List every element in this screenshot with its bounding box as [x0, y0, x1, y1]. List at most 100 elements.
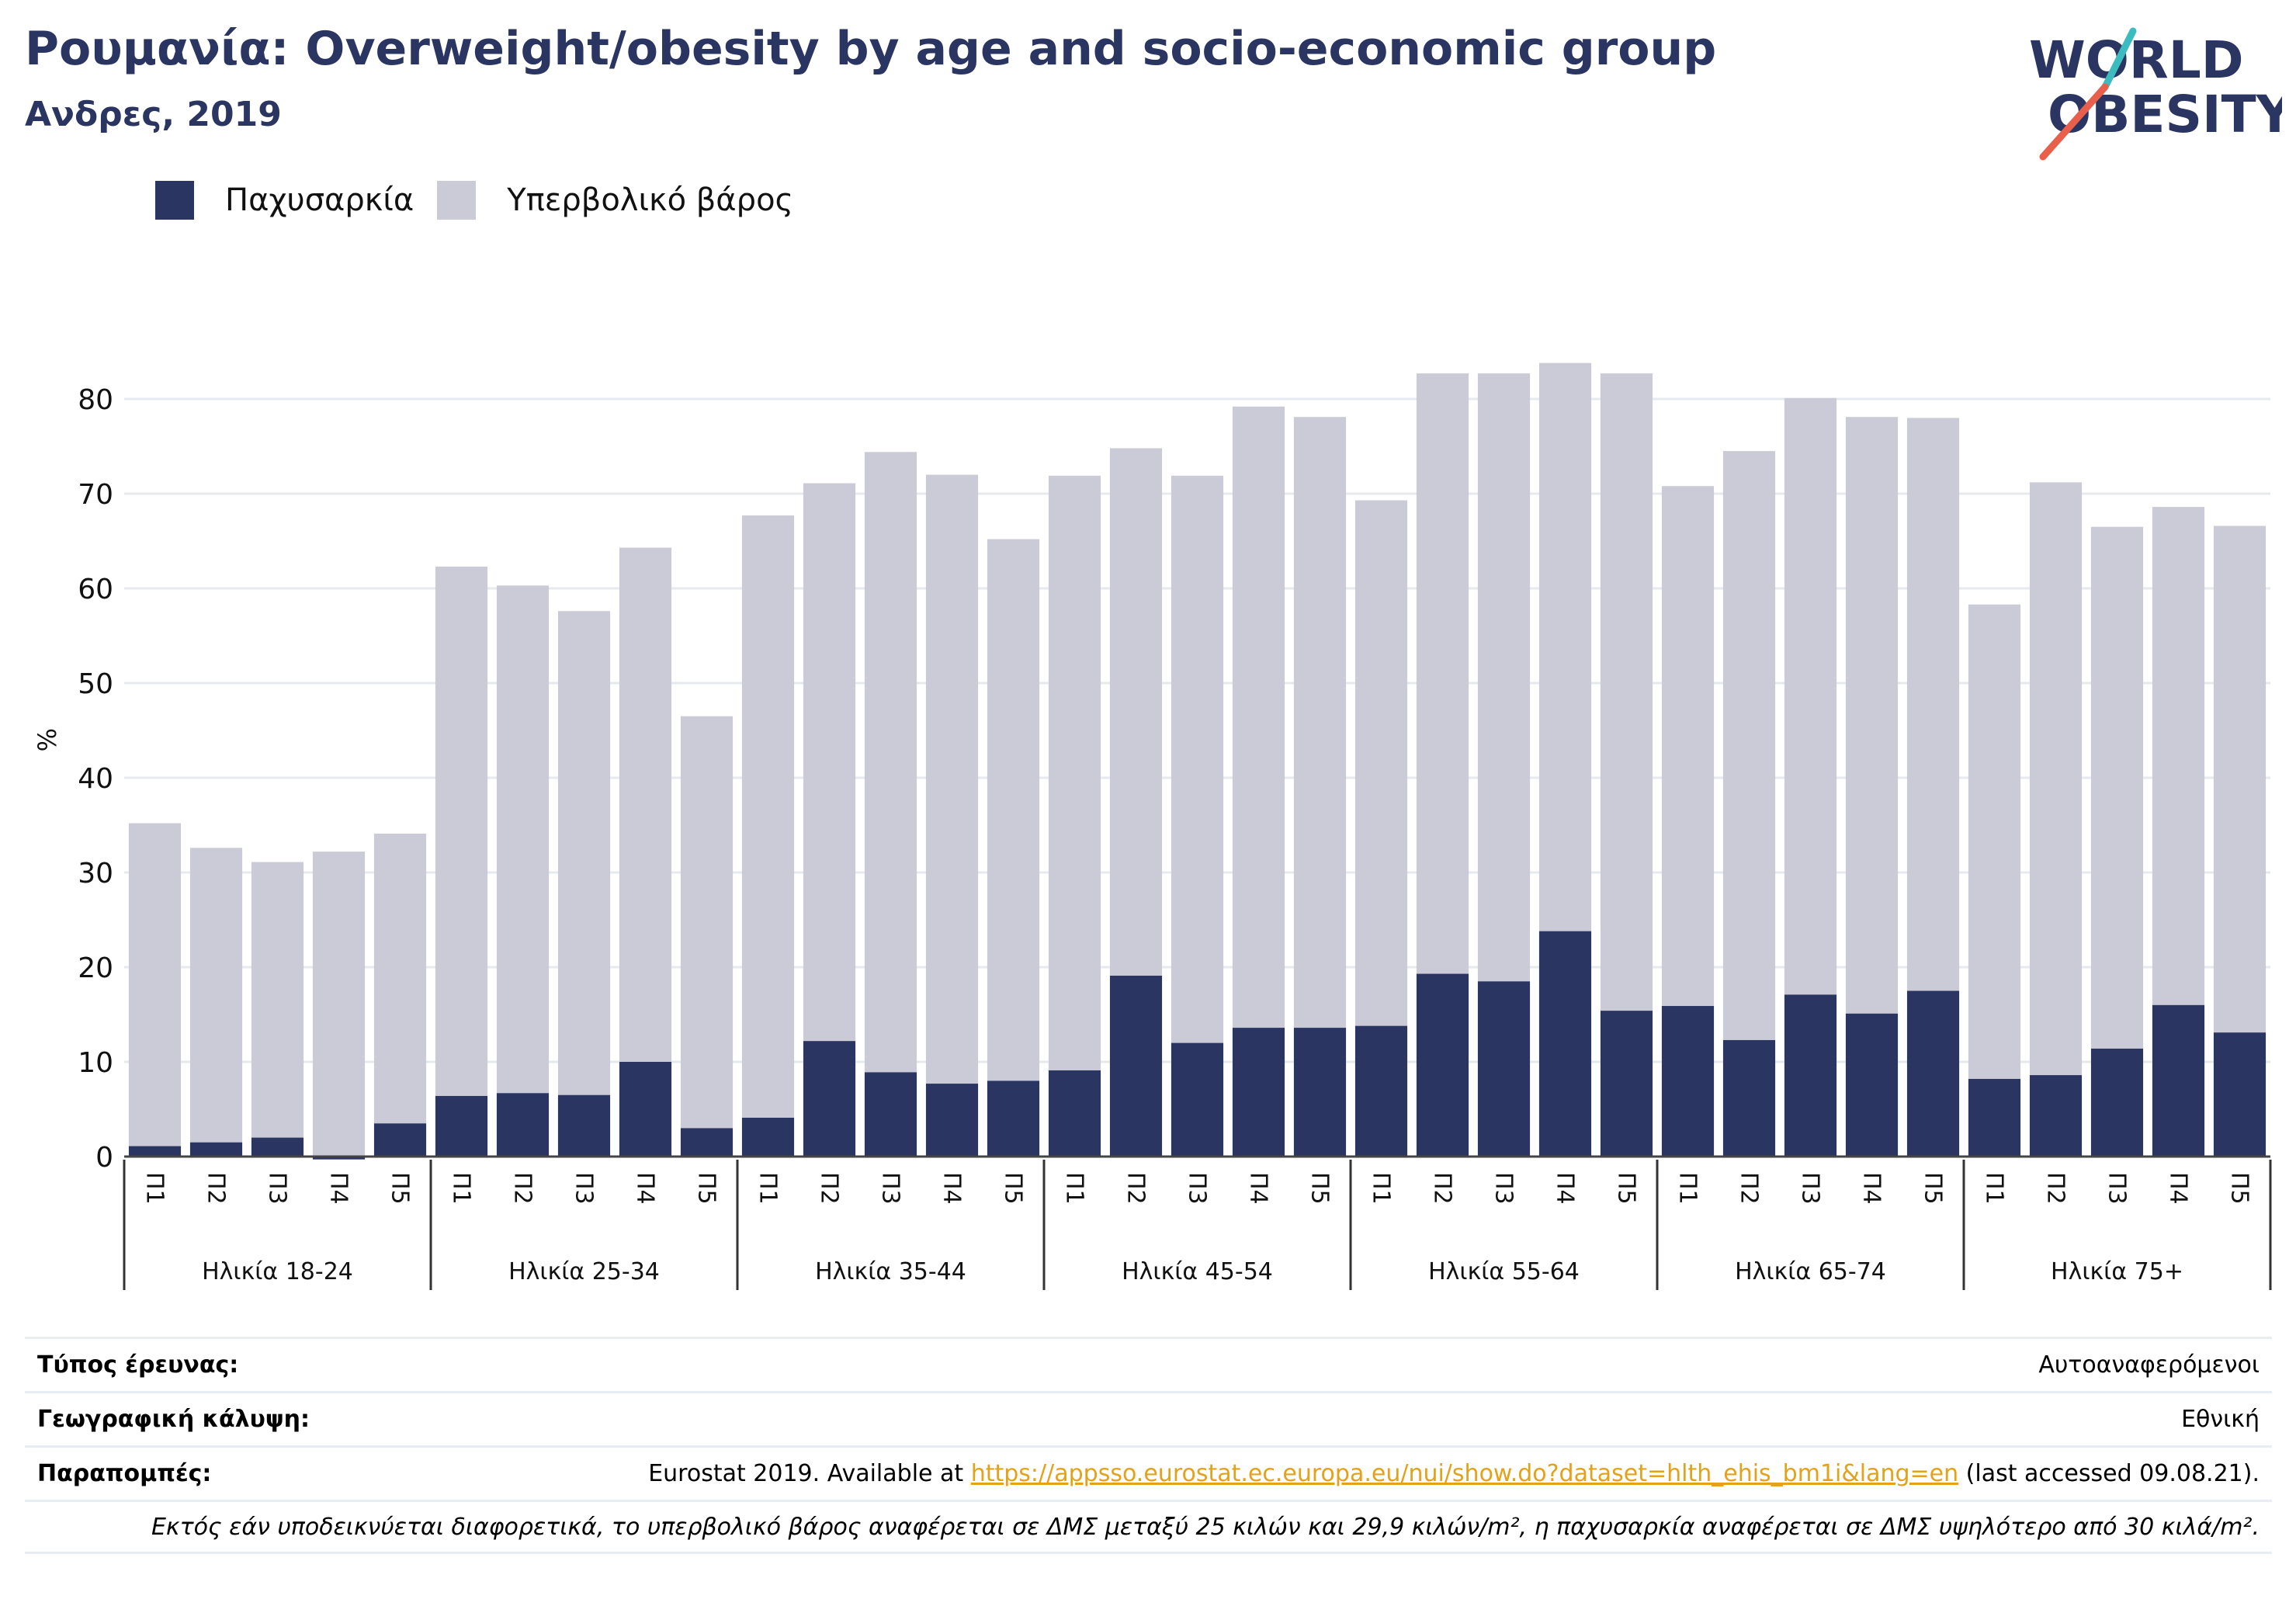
x-tick-label: Π5 — [1613, 1172, 1640, 1205]
bar-overweight — [128, 823, 182, 1146]
info-row-note: Εκτός εάν υποδεικνύεται διαφορετικά, το … — [25, 1500, 2272, 1554]
bar-overweight — [2090, 526, 2144, 1049]
bar-obesity — [373, 1123, 427, 1157]
bar-obesity — [2213, 1032, 2267, 1157]
group-label: Ηλικία 75+ — [2051, 1258, 2183, 1285]
x-tick-label: Π2 — [2042, 1172, 2069, 1205]
bar-overweight — [1109, 448, 1163, 976]
bar-overweight — [1600, 373, 1653, 1011]
y-tick-label: 60 — [78, 574, 113, 605]
x-tick-label: Π4 — [325, 1172, 352, 1205]
legend-label-overweight: Υπερβολικό βάρος — [507, 182, 794, 218]
bar-overweight — [1968, 604, 2021, 1079]
y-tick-label: 40 — [78, 763, 113, 795]
bar-overweight — [1232, 406, 1285, 1028]
bar-obesity — [1171, 1042, 1224, 1157]
x-tick-label: Π2 — [509, 1172, 536, 1205]
bar-obesity — [496, 1093, 550, 1157]
bar-obesity — [1109, 975, 1163, 1157]
x-tick-label: Π4 — [1245, 1172, 1272, 1205]
x-tick-label: Π2 — [203, 1172, 230, 1205]
x-tick-label: Π3 — [264, 1172, 291, 1205]
y-tick-label: 20 — [78, 952, 113, 984]
bar-obesity — [925, 1084, 979, 1157]
group-label: Ηλικία 18-24 — [202, 1258, 353, 1285]
x-tick-label: Π5 — [693, 1172, 720, 1205]
x-tick-label: Π3 — [571, 1172, 598, 1205]
y-axis-label: % — [33, 728, 62, 751]
bar-obesity — [128, 1146, 182, 1157]
references-value: Eurostat 2019. Available at https://apps… — [648, 1460, 2260, 1487]
x-tick-label: Π3 — [2104, 1172, 2131, 1205]
bar-overweight — [1354, 500, 1408, 1026]
bar-obesity — [1354, 1025, 1408, 1157]
group-label: Ηλικία 25-34 — [508, 1258, 660, 1285]
references-link[interactable]: https://appsso.eurostat.ec.europa.eu/nui… — [970, 1460, 1959, 1487]
chart-legend: Παχυσαρκία Υπερβολικό βάρος — [155, 179, 817, 222]
bar-obesity — [803, 1041, 856, 1157]
y-tick-label: 70 — [78, 479, 113, 511]
bar-overweight — [1722, 451, 1776, 1040]
bar-overweight — [1477, 373, 1531, 982]
bar-obesity — [189, 1142, 243, 1157]
y-tick-label: 30 — [78, 858, 113, 890]
bar-overweight — [557, 611, 611, 1095]
bar-overweight — [680, 716, 734, 1129]
bar-overweight — [2029, 482, 2083, 1076]
stacked-bar-chart: 0 10 20 30 40 50 60 70 80% Π1 Π2 Π3 Π4 Π5 Ηλικία 18-24… — [33, 362, 2272, 1290]
bar-obesity — [987, 1080, 1040, 1157]
references-suffix: (last accessed 09.08.21). — [1958, 1460, 2260, 1487]
bar-obesity — [557, 1094, 611, 1157]
bar-obesity — [619, 1062, 672, 1157]
coverage-value: Εθνική — [2181, 1406, 2260, 1433]
bar-overweight — [987, 539, 1040, 1081]
logo-line-1: WORLD — [2029, 30, 2244, 90]
x-tick-label: Π1 — [1981, 1172, 2008, 1205]
x-tick-label: Π4 — [938, 1172, 966, 1205]
definition-note: Εκτός εάν υποδεικνύεται διαφορετικά, το … — [151, 1513, 2260, 1541]
y-tick-label: 10 — [78, 1047, 113, 1079]
x-tick-label: Π1 — [1674, 1172, 1701, 1205]
bar-overweight — [803, 483, 856, 1042]
bar-overweight — [496, 585, 550, 1094]
x-tick-label: Π5 — [1000, 1172, 1027, 1205]
bar-obesity — [1293, 1028, 1347, 1157]
x-tick-label: Π2 — [816, 1172, 843, 1205]
bar-obesity — [2029, 1075, 2083, 1157]
y-tick-label: 0 — [95, 1142, 113, 1174]
bar-obesity — [1416, 973, 1469, 1157]
bar-obesity — [1661, 1006, 1715, 1157]
group-label: Ηλικία 35-44 — [815, 1258, 966, 1285]
x-tick-label: Π1 — [1061, 1172, 1088, 1205]
bar-overweight — [925, 474, 979, 1084]
bar-overweight — [1784, 397, 1837, 995]
y-tick-label: 80 — [78, 384, 113, 416]
bar-obesity — [1232, 1028, 1285, 1157]
x-tick-label: Π5 — [1306, 1172, 1334, 1205]
bar-obesity — [1600, 1011, 1653, 1157]
x-tick-label: Π3 — [877, 1172, 904, 1205]
bar-overweight — [741, 515, 795, 1118]
x-tick-label: Π3 — [1797, 1172, 1824, 1205]
bar-overweight — [619, 547, 672, 1062]
legend-swatch-overweight — [437, 181, 477, 220]
bar-obesity — [1048, 1070, 1101, 1157]
bar-overweight — [1661, 486, 1715, 1007]
bar-overweight — [312, 852, 366, 1157]
bar-obesity — [1845, 1013, 1899, 1157]
bar-overweight — [1416, 373, 1469, 974]
x-tick-label: Π1 — [141, 1172, 168, 1205]
survey-type-label: Τύπος έρευνας: — [37, 1351, 239, 1379]
bar-obesity — [435, 1095, 488, 1157]
page-subtitle: Ανδρες, 2019 — [25, 95, 282, 134]
bar-overweight — [1293, 417, 1347, 1028]
x-tick-label: Π2 — [1122, 1172, 1150, 1205]
bar-overweight — [373, 833, 427, 1124]
page-title: Ρουμανία: Overweight/obesity by age and … — [25, 22, 1717, 76]
bar-obesity — [1722, 1039, 1776, 1157]
x-tick-label: Π1 — [754, 1172, 782, 1205]
bar-obesity — [864, 1072, 917, 1157]
x-tick-label: Π2 — [1736, 1172, 1763, 1205]
legend-item-obesity: Παχυσαρκία — [155, 181, 414, 220]
x-tick-label: Π4 — [1552, 1172, 1579, 1205]
